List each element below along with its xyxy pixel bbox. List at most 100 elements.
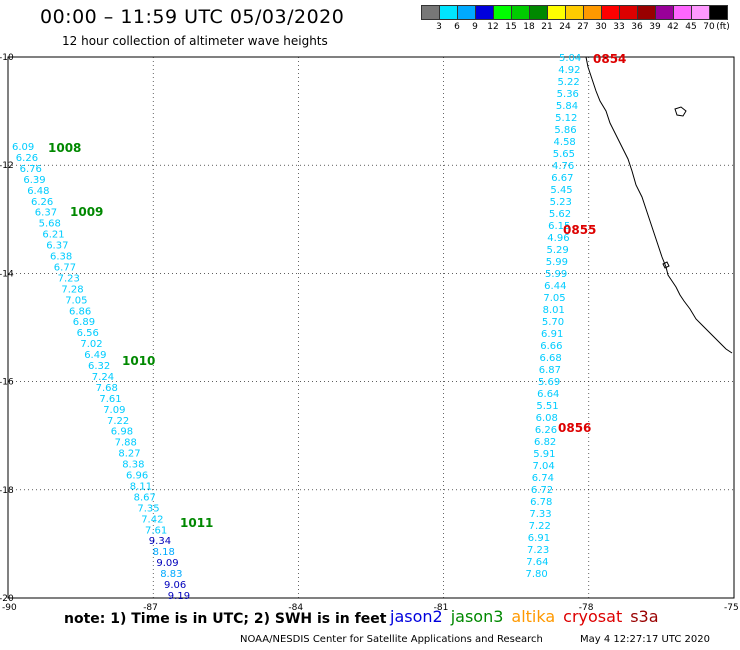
wave-height-value: 7.05: [543, 293, 565, 304]
wave-height-value: 7.02: [80, 339, 102, 350]
legend-swatch: [709, 5, 728, 20]
wave-height-value: 8.67: [134, 492, 156, 503]
satellite-name-s3a: s3a: [630, 607, 659, 626]
wave-height-value: 5.45: [550, 185, 572, 196]
legend-label: 18: [523, 22, 535, 32]
pass-time-label: 0855: [563, 223, 596, 237]
wave-height-value: 6.72: [531, 485, 553, 496]
legend-label: 33: [613, 22, 625, 32]
wave-height-value: 6.37: [46, 241, 68, 252]
wave-height-value: 8.27: [118, 449, 140, 460]
wave-height-value: 4.92: [558, 65, 580, 76]
wave-height-value: 7.28: [61, 284, 83, 295]
wave-height-value: 6.32: [88, 361, 110, 372]
longitude-tick-label: -75: [724, 603, 739, 613]
wave-height-value: 6.08: [536, 413, 558, 424]
pass-time-label: 1010: [122, 354, 155, 368]
legend-swatch: [565, 5, 584, 20]
legend-label: 36: [631, 22, 643, 32]
wave-height-value: 6.78: [530, 497, 552, 508]
pass-time-labels: 1008 1009 1010 1011 0854 0855 0856: [48, 52, 626, 530]
legend-label: 70: [703, 22, 715, 32]
wave-height-value: 8.38: [122, 460, 144, 471]
wave-height-value: 7.24: [92, 372, 114, 383]
latitude-tick-label: -14: [0, 269, 14, 279]
wave-height-value: 5.84: [556, 101, 578, 112]
wave-height-value: 9.09: [156, 558, 178, 569]
legend-swatch: [475, 5, 494, 20]
satellite-name-jason2: jason2: [390, 607, 443, 626]
wave-height-value: 5.91: [533, 449, 555, 460]
wave-height-value: 9.19: [168, 591, 190, 602]
legend-swatch: [457, 5, 476, 20]
wave-height-value: 5.69: [538, 377, 560, 388]
wave-height-value: 6.96: [126, 471, 148, 482]
coastline: [585, 56, 733, 354]
legend-label: 42: [667, 22, 679, 32]
wave-height-value: 7.80: [525, 569, 547, 580]
legend-swatch: [673, 5, 692, 20]
satellite-legend: jason2 jason3 altika cryosat s3a: [390, 607, 667, 626]
wave-height-value: 6.74: [532, 473, 554, 484]
pass-time-label: 1008: [48, 141, 81, 155]
wave-height-value: 7.23: [527, 545, 549, 556]
legend-label: 3: [436, 22, 442, 32]
wave-height-value: 7.64: [526, 557, 548, 568]
map-subtitle: 12 hour collection of altimeter wave hei…: [62, 34, 328, 48]
legend-labels: 3 6 9 12 15 18 21 24 27 30 33 36 39 42 45 70 (ft): [421, 20, 730, 34]
legend-unit: (ft): [716, 22, 730, 32]
units-note: note: 1) Time is in UTC; 2) SWH is in fe…: [64, 611, 387, 627]
wave-height-value: 7.35: [137, 503, 159, 514]
wave-height-value: 6.87: [539, 365, 561, 376]
credit-line: NOAA/NESDIS Center for Satellite Applica…: [240, 634, 543, 645]
wave-height-value: 6.09: [12, 142, 34, 153]
latitude-tick-label: -16: [0, 378, 14, 388]
legend-label: 6: [454, 22, 460, 32]
wave-height-value: 6.66: [540, 341, 562, 352]
wave-height-value: 8.83: [160, 569, 182, 580]
wave-height-value: 7.09: [103, 405, 125, 416]
legend-label: 24: [559, 22, 571, 32]
wave-height-value: 8.11: [130, 481, 152, 492]
legend-swatches: [421, 5, 728, 20]
map-title: 00:00 – 11:59 UTC 05/03/2020: [40, 6, 345, 28]
west-track-values: 6.096.266.766.396.486.266.375.686.216.37…: [12, 142, 190, 602]
legend-swatch: [511, 5, 530, 20]
wave-height-value: 4.58: [554, 137, 576, 148]
wave-height-value: 8.18: [153, 547, 175, 558]
wave-height-value: 6.56: [77, 328, 99, 339]
lake-outline: [662, 261, 670, 269]
wave-height-value: 6.38: [50, 252, 72, 263]
wave-height-value: 7.04: [532, 461, 554, 472]
wave-height-map: -90 -87 -84 -81 -78 -75 -10 -12 -14 -16 -18 -20 6.…: [0, 52, 739, 613]
wave-height-value: 6.91: [541, 329, 563, 340]
wave-height-value: 5.68: [39, 219, 61, 230]
wave-height-value: 6.26: [535, 425, 557, 436]
wave-height-value: 5.86: [554, 125, 576, 136]
longitude-tick-label: -81: [434, 603, 449, 613]
pass-time-label: 1009: [70, 205, 103, 219]
wave-height-value: 6.67: [551, 173, 573, 184]
legend-swatch: [421, 5, 440, 20]
wave-height-value: 6.91: [528, 533, 550, 544]
map-frame: [7, 56, 735, 599]
legend-swatch: [637, 5, 656, 20]
wave-height-value: 5.65: [553, 149, 575, 160]
wave-height-value: 6.98: [111, 427, 133, 438]
longitude-tick-label: -78: [579, 603, 594, 613]
wave-height-value: 6.26: [31, 197, 53, 208]
wave-height-value: 6.68: [540, 353, 562, 364]
generation-timestamp: May 4 12:27:17 UTC 2020: [580, 634, 710, 645]
legend-label: 45: [685, 22, 697, 32]
wave-height-value: 5.23: [550, 197, 572, 208]
wave-height-value: 6.21: [42, 230, 64, 241]
wave-height-value: 6.37: [35, 208, 57, 219]
wave-height-value: 5.62: [549, 209, 571, 220]
wave-height-value: 6.76: [20, 164, 42, 175]
legend-label: 15: [505, 22, 517, 32]
legend-swatch: [493, 5, 512, 20]
wave-height-value: 7.61: [99, 394, 121, 405]
wave-height-value: 7.23: [58, 273, 80, 284]
wave-height-value: 6.26: [16, 153, 38, 164]
wave-height-value: 5.29: [547, 245, 569, 256]
